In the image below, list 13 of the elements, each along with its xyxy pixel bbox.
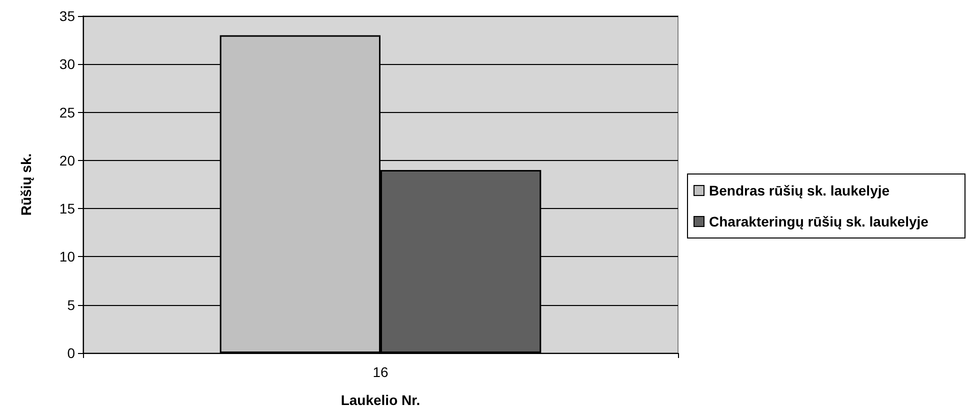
y-tick-label: 30 bbox=[59, 56, 76, 72]
y-tick-label: 5 bbox=[67, 296, 76, 313]
legend-label: Bendras rūšių sk. laukelyje bbox=[709, 182, 890, 198]
legend-label: Charakteringų rūšių sk. laukelyje bbox=[709, 214, 929, 230]
y-tick-label: 25 bbox=[59, 104, 76, 120]
y-axis-title: Rūšių sk. bbox=[18, 153, 34, 216]
x-tick-label: 16 bbox=[372, 364, 388, 380]
y-tick-label: 15 bbox=[59, 200, 76, 217]
y-tick-label: 20 bbox=[59, 152, 76, 168]
y-tick-label: 10 bbox=[59, 248, 76, 265]
x-axis-title: Laukelio Nr. bbox=[340, 392, 420, 408]
y-tick-label: 35 bbox=[59, 8, 76, 24]
y-tick-label: 0 bbox=[67, 345, 76, 361]
